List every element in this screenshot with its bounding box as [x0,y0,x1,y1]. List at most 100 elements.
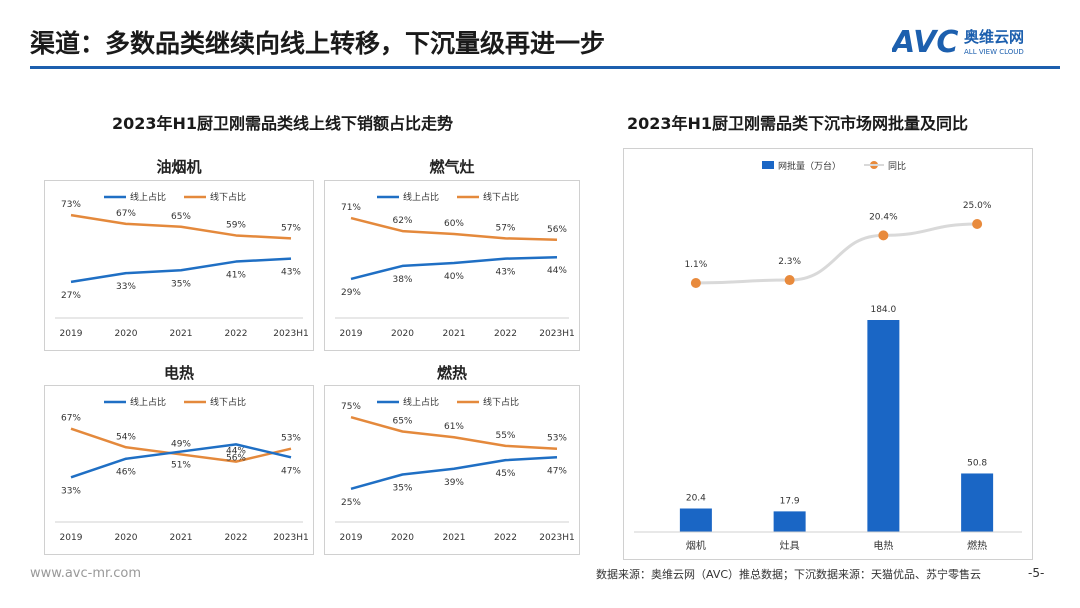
series-line-online [350,456,558,491]
data-label-offline: 65% [392,417,412,427]
data-label-online: 47% [281,466,301,476]
series-line-online [70,257,292,284]
data-label-offline: 67% [116,209,136,219]
chart-panel-gas-stove: 线上占比 线下占比 71% 62% 60% 57% 56% 29% 38% 40% 43% 44% 20… [324,180,580,351]
data-label-online: 33% [116,282,136,292]
x-tick-label: 2023H1 [273,533,308,543]
data-label-online: 25% [341,498,361,508]
data-label-offline: 55% [495,431,515,441]
data-label-online: 29% [341,288,361,298]
bar-value-label: 17.9 [780,496,800,506]
data-label-offline: 49% [171,439,191,449]
legend-label-yoy: 同比 [888,160,906,172]
right-chart-title: 2023年H1厨卫刚需品类下沉市场网批量及同比 [627,114,969,133]
data-label-online: 43% [281,268,301,278]
x-tick-label: 2022 [494,533,517,543]
data-label-online: 44% [547,266,567,276]
data-label-online: 40% [444,272,464,282]
chart-panel-electric-heater: 线上占比 线下占比 67% 54% 49% 44% 53% 33% 46% 51% 56% 47% 20… [44,385,314,555]
x-tick-label: 2019 [60,533,83,543]
x-tick-label: 2023H1 [539,533,574,543]
bar-3 [961,473,994,532]
data-label-offline: 56% [547,225,567,235]
data-label-online: 51% [171,461,191,471]
x-tick-label: 2021 [170,329,193,339]
legend-label-online: 线上占比 [403,396,439,408]
data-label-offline: 60% [444,219,464,229]
data-label-offline: 59% [226,220,246,230]
chart-panel-sinking-market: 网批量（万台） 同比 1.1% 2.3% 20.4% 25.0% 20.4 17.9 184.0… [623,148,1033,560]
data-label-online: 35% [392,484,412,494]
x-tick-label: 2022 [225,533,248,543]
data-label-offline: 65% [171,212,191,222]
avc-logo: AVC 奥维云网 ALL VIEW CLOUD [890,22,1052,62]
bar-value-label: 20.4 [686,493,706,503]
yoy-label: 2.3% [778,257,801,267]
data-label-online: 46% [116,468,136,478]
data-label-online: 45% [495,469,515,479]
data-label-online: 38% [392,275,412,285]
legend-label-offline: 线下占比 [210,191,246,203]
sub-title-range-hood: 油烟机 [156,158,202,176]
bar-value-label: 50.8 [967,458,987,468]
chart-panel-gas-heater: 线上占比 线下占比 75% 65% 61% 55% 53% 25% 35% 39% 45% 47% 20… [324,385,580,555]
yoy-label: 20.4% [869,212,898,222]
data-label-offline: 57% [281,223,301,233]
series-line-offline [350,216,558,242]
legend-label-online: 线上占比 [403,191,439,203]
data-label-offline: 44% [226,447,246,457]
data-label-online: 41% [226,271,246,281]
x-tick-label: 2021 [443,329,466,339]
yoy-label: 25.0% [963,201,992,211]
x-tick-label: 2019 [340,533,363,543]
x-tick-label: 2019 [340,329,363,339]
x-tick-label: 2023H1 [539,329,574,339]
bar-value-label: 184.0 [870,305,896,315]
series-line-offline [70,213,292,240]
bar-0 [679,508,712,532]
legend-swatch-bar [762,161,774,169]
bar-2 [867,320,900,532]
data-label-online: 56% [226,453,246,463]
series-line-offline [350,415,558,450]
x-tick-label: 2020 [391,329,414,339]
x-tick-label: 烟机 [686,539,706,552]
x-tick-label: 灶具 [780,539,800,552]
x-tick-label: 2019 [60,329,83,339]
logo-cn: 奥维云网 [964,28,1024,46]
data-label-offline: 73% [61,200,81,210]
page-title: 渠道：多数品类继续向线上转移，下沉量级再进一步 [30,29,606,58]
yoy-point [878,230,889,241]
x-tick-label: 2020 [391,533,414,543]
data-label-online: 39% [444,478,464,488]
yoy-line [695,222,978,285]
data-source-note: 数据来源：奥维云网（AVC）推总数据；下沉数据来源：天猫优品、苏宁零售云 [596,568,982,581]
legend-label-online: 线上占比 [130,396,166,408]
series-line-online [70,443,292,479]
data-label-online: 43% [495,268,515,278]
data-label-offline: 71% [341,203,361,213]
yoy-point [972,219,983,229]
data-label-offline: 54% [116,432,136,442]
x-tick-label: 2022 [494,329,517,339]
x-tick-label: 电热 [873,539,893,552]
logo-sub: ALL VIEW CLOUD [964,48,1024,56]
legend-label-offline: 线下占比 [483,396,519,408]
data-label-online: 35% [171,279,191,289]
data-label-online: 33% [61,486,81,496]
website-url: www.avc-mr.com [30,566,142,581]
data-label-offline: 67% [61,414,81,424]
data-label-offline: 53% [281,434,301,444]
yoy-label: 1.1% [684,260,707,270]
legend-label-offline: 线下占比 [483,191,519,203]
series-line-offline [70,427,292,463]
data-label-online: 47% [547,466,567,476]
x-tick-label: 2020 [115,329,138,339]
x-tick-label: 2023H1 [273,329,308,339]
page-number: -5- [1028,566,1045,580]
bar-1 [773,511,806,532]
legend-label-bar: 网批量（万台） [778,160,841,172]
sub-title-gas-stove: 燃气灶 [429,158,475,176]
yoy-point [690,278,701,288]
data-label-offline: 62% [392,216,412,226]
